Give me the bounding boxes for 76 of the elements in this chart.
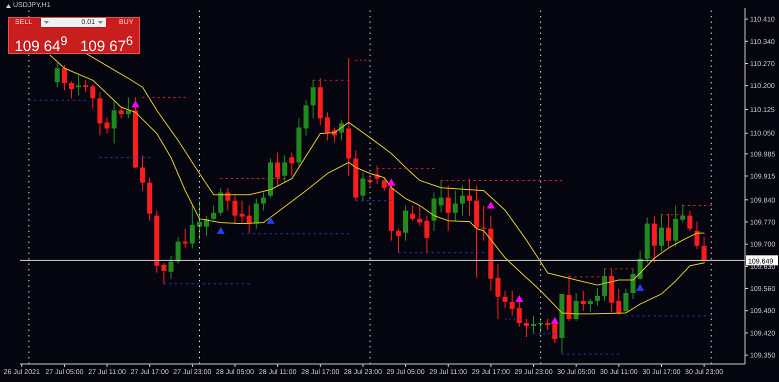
candlestick [275, 152, 280, 186]
candlestick [104, 116, 110, 134]
point [515, 295, 524, 302]
point [636, 284, 644, 291]
candlestick [382, 178, 387, 192]
candlestick [594, 287, 600, 306]
candlestick [140, 154, 146, 192]
candlestick [702, 236, 707, 264]
candlestick [510, 290, 515, 316]
candlestick [90, 84, 96, 109]
candlestick [481, 204, 486, 242]
candlestick [417, 204, 422, 226]
candlestick [580, 290, 586, 312]
candlestick [83, 80, 88, 93]
candlestick [161, 262, 166, 284]
candlestick [176, 236, 181, 264]
candlestick [112, 100, 117, 144]
candlestick [324, 112, 330, 142]
candlestick [196, 200, 202, 240]
candlestick [673, 204, 678, 248]
candlestick [460, 185, 465, 216]
candlestick [452, 190, 458, 222]
point [387, 178, 396, 186]
point [486, 201, 495, 208]
candlestick [588, 298, 593, 313]
candlestick [254, 198, 259, 230]
point [216, 226, 225, 234]
candlestick [630, 268, 636, 300]
candlestick [623, 288, 628, 314]
candlestick [467, 178, 472, 216]
candlestick [118, 106, 124, 119]
candlestick [666, 213, 672, 248]
candlestick [68, 80, 74, 99]
candlestick [218, 187, 224, 216]
candlestick [431, 192, 436, 232]
candlestick [658, 213, 664, 252]
candlestick [495, 263, 500, 320]
candlestick [652, 215, 657, 264]
candlestick [282, 154, 288, 184]
candlestick [54, 62, 60, 88]
candlestick [246, 204, 252, 234]
candlestick [76, 74, 82, 96]
candlestick [168, 255, 174, 280]
candlestick [574, 292, 579, 322]
candlestick [424, 215, 430, 254]
candlestick [396, 228, 401, 254]
candlestick [680, 204, 686, 224]
candlestick [538, 318, 544, 334]
candlestick [403, 204, 408, 242]
candlestick [616, 288, 622, 316]
candlestick [240, 200, 245, 224]
candlestick [687, 210, 692, 232]
candlestick [545, 318, 550, 331]
point [132, 100, 140, 108]
candlestick [310, 80, 316, 119]
candlestick [410, 204, 416, 222]
annotation: 109 64$^{9}$ [14, 33, 68, 55]
candlestick [260, 192, 266, 212]
candlestick [438, 180, 444, 213]
candlestick [190, 204, 195, 250]
candlestick [304, 100, 309, 136]
point [550, 316, 559, 324]
candlestick [530, 315, 536, 334]
candlestick [446, 185, 451, 232]
candlestick [694, 221, 700, 250]
candlestick [289, 152, 294, 176]
candlestick [211, 204, 216, 222]
candlestick [360, 172, 366, 202]
candlestick [232, 195, 238, 224]
candlestick [502, 290, 508, 308]
annotation: 109 67$^{6}$ [79, 33, 134, 55]
candlestick [62, 64, 67, 91]
candlestick [602, 268, 608, 302]
candlestick [182, 228, 188, 248]
candlestick [524, 318, 529, 338]
point [266, 216, 275, 224]
